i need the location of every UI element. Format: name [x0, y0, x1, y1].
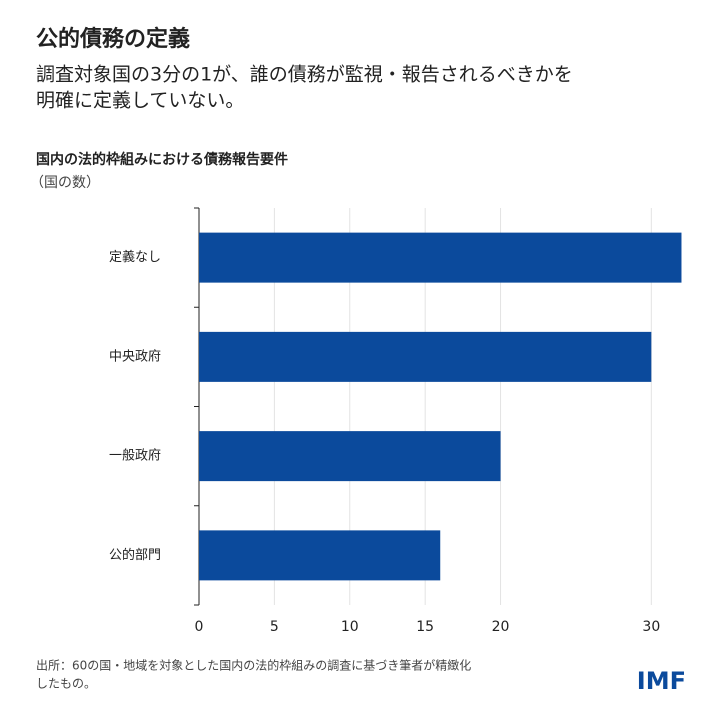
y-tick-label: 中央政府 [109, 349, 161, 364]
bar [199, 331, 652, 382]
x-tick-label: 0 [195, 619, 204, 635]
logo: IMF [637, 667, 686, 695]
y-tick-label: 一般政府 [109, 448, 161, 464]
bar [199, 232, 682, 283]
chart-title: 公的債務の定義 [36, 26, 190, 52]
unit-label: （国の数） [30, 175, 100, 191]
y-tick-label: 公的部門 [109, 547, 161, 563]
x-tick-label: 20 [492, 619, 510, 635]
y-tick-label: 定義なし [109, 249, 161, 265]
source: したもの。 [36, 677, 96, 691]
bar [199, 530, 441, 581]
subtitle: 調査対象国の3分の1が、誰の債務が監視・報告されるべきかを [36, 64, 573, 86]
x-tick-label: 30 [642, 619, 660, 635]
x-tick-label: 5 [270, 619, 279, 635]
subtitle: 明確に定義していない。 [36, 90, 244, 112]
bar [199, 431, 501, 482]
x-tick-label: 15 [416, 619, 434, 635]
x-tick-label: 10 [341, 619, 359, 635]
source: 出所：60の国・地域を対象とした国内の法的枠組みの調査に基づき筆者が精緻化 [36, 658, 471, 673]
axis-title: 国内の法的枠組みにおける債務報告要件 [36, 151, 288, 168]
